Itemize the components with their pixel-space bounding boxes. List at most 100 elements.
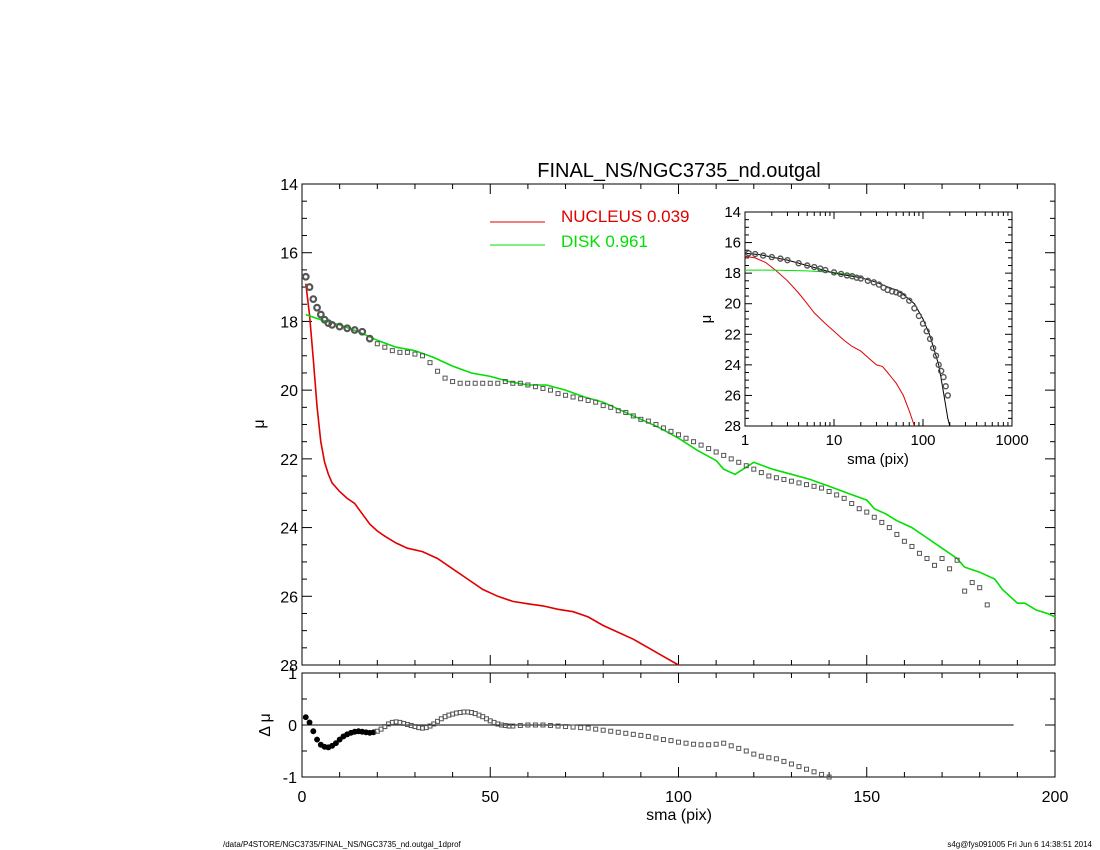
residual-point bbox=[645, 733, 651, 739]
inset-data-point bbox=[784, 256, 791, 264]
legend-disk-label: DISK 0.961 bbox=[561, 232, 648, 251]
data-point bbox=[301, 272, 310, 281]
series-line-nucleus bbox=[305, 283, 679, 666]
residual-point bbox=[691, 741, 697, 747]
residual-point bbox=[683, 740, 689, 746]
residual-point bbox=[721, 740, 727, 746]
residual-x-tick-label: 150 bbox=[853, 789, 880, 806]
residual-point bbox=[758, 753, 764, 759]
residual-point bbox=[751, 751, 757, 757]
inset-data-point bbox=[759, 252, 767, 259]
main-y-tick-label: 14 bbox=[280, 177, 298, 194]
inset-data-point bbox=[875, 281, 883, 288]
data-point bbox=[691, 439, 697, 445]
residual-point bbox=[781, 758, 787, 764]
data-point bbox=[660, 425, 666, 431]
residual-x-tick-label: 100 bbox=[665, 789, 692, 806]
data-point bbox=[435, 368, 441, 374]
residual-point bbox=[796, 764, 802, 770]
data-point bbox=[600, 403, 606, 409]
inset-data-point bbox=[911, 305, 918, 312]
residual-y-tick-label: 1 bbox=[288, 666, 297, 683]
residual-point bbox=[826, 774, 832, 780]
residual-point bbox=[630, 731, 636, 737]
inset-data-point bbox=[837, 270, 845, 278]
data-point bbox=[389, 348, 395, 354]
data-point bbox=[313, 303, 321, 312]
data-point bbox=[570, 394, 576, 400]
inset-series bbox=[744, 250, 952, 427]
data-point bbox=[305, 283, 314, 291]
data-point bbox=[374, 341, 380, 347]
footer-path: /data/P4STORE/NGC3735/FINAL_NS/NGC3735_n… bbox=[223, 840, 462, 849]
inset-data-point bbox=[940, 373, 947, 381]
series-line-disk bbox=[305, 313, 1056, 618]
residual-point bbox=[378, 726, 384, 732]
main-y-tick-label: 16 bbox=[280, 246, 298, 263]
residual-point bbox=[431, 721, 437, 727]
residual-point bbox=[336, 736, 343, 743]
main-y-tick-label: 26 bbox=[280, 589, 298, 606]
inset-data-point bbox=[926, 335, 934, 343]
residual-point bbox=[600, 727, 606, 733]
data-point bbox=[653, 422, 659, 427]
inset-data-point bbox=[944, 392, 952, 399]
inset-plot-frame bbox=[744, 211, 1013, 427]
data-point bbox=[864, 509, 870, 515]
inset-x-tick-label: 1000 bbox=[995, 432, 1028, 449]
data-point bbox=[502, 379, 508, 385]
data-point bbox=[397, 349, 403, 355]
inset-y-tick-label: 14 bbox=[724, 204, 741, 221]
data-point bbox=[450, 379, 456, 385]
data-point bbox=[909, 543, 915, 549]
data-point bbox=[555, 391, 561, 397]
data-point bbox=[615, 408, 621, 414]
inset-data-point bbox=[811, 263, 818, 271]
residual-point bbox=[623, 730, 629, 736]
data-point bbox=[487, 380, 493, 386]
residual-point bbox=[736, 745, 742, 751]
residual-point bbox=[517, 723, 523, 729]
data-point bbox=[788, 478, 794, 484]
data-point bbox=[517, 380, 523, 386]
residual-point bbox=[302, 714, 309, 721]
inset-data-point bbox=[923, 328, 930, 335]
data-point bbox=[856, 506, 862, 512]
inset-y-tick-label: 28 bbox=[724, 418, 741, 435]
main-y-tick-label: 20 bbox=[280, 383, 298, 400]
inset-data-point bbox=[830, 269, 838, 276]
residual-point bbox=[706, 742, 712, 748]
data-point bbox=[668, 428, 674, 434]
inset-x-label: sma (pix) bbox=[847, 451, 909, 468]
data-point bbox=[335, 322, 344, 331]
data-point bbox=[924, 555, 930, 561]
main-x-ticks bbox=[301, 184, 1056, 665]
data-point bbox=[804, 482, 810, 488]
data-point bbox=[563, 392, 569, 398]
data-point bbox=[328, 320, 337, 329]
residual-point bbox=[698, 742, 704, 748]
inset-data-point bbox=[935, 361, 942, 369]
inset-data-point bbox=[768, 253, 775, 261]
data-point bbox=[472, 380, 478, 386]
data-point bbox=[608, 404, 614, 410]
residual-point bbox=[811, 769, 817, 775]
inset-y-tick-label: 18 bbox=[724, 265, 741, 282]
residual-point bbox=[563, 724, 569, 730]
residual-point bbox=[578, 725, 584, 731]
data-point bbox=[849, 501, 855, 507]
residual-point bbox=[766, 755, 772, 761]
main-y-tick-label: 18 bbox=[280, 314, 298, 331]
main-y-ticks: 14 16 18 20 22 24 26 28 bbox=[280, 177, 1055, 675]
data-point bbox=[886, 525, 892, 531]
inset-y-tick-label: 22 bbox=[724, 326, 741, 343]
inset-x-tick-label: 1 bbox=[741, 432, 749, 449]
data-point bbox=[578, 396, 584, 402]
inset-data-point bbox=[822, 266, 829, 274]
data-point bbox=[358, 327, 367, 336]
main-y-tick-label: 24 bbox=[280, 521, 298, 538]
residual-point bbox=[713, 741, 719, 747]
data-point bbox=[343, 324, 352, 333]
inset-data-point bbox=[857, 275, 864, 282]
data-point bbox=[736, 459, 742, 465]
